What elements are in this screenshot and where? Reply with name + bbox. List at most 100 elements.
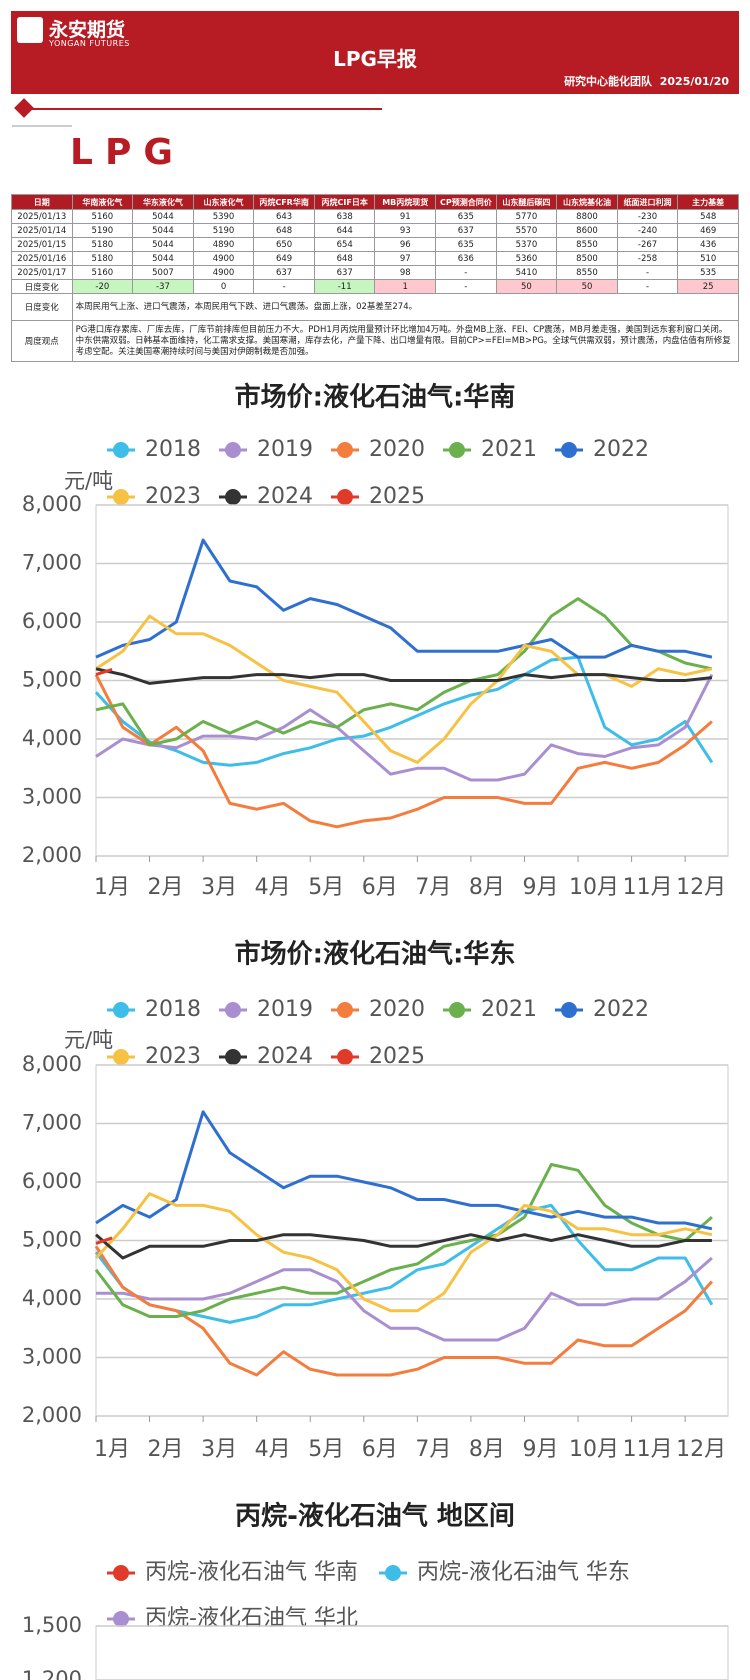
legend-label: 2021 bbox=[481, 437, 537, 462]
y-tick-label: 7,000 bbox=[22, 1111, 82, 1135]
series-line bbox=[94, 655, 714, 767]
column-header: 丙烷CIF日本 bbox=[313, 194, 376, 210]
legend-marker bbox=[113, 1002, 129, 1018]
y-tick-label: 6,000 bbox=[22, 1169, 82, 1193]
table-row: 2025/01/16 5180 5044 4900 649 648 97 636 5360 850… bbox=[11, 251, 739, 266]
series-line bbox=[95, 667, 713, 685]
y-tick-label: 4,000 bbox=[22, 1286, 82, 1310]
plot-frame bbox=[95, 1625, 729, 1680]
legend-label: 2020 bbox=[369, 997, 425, 1022]
header-banner: 永安期货 YONGAN FUTURES LPG早报 研究中心能化团队 2025/… bbox=[11, 11, 739, 94]
legend-marker bbox=[113, 1049, 129, 1065]
y-tick-label: 2,000 bbox=[22, 1403, 82, 1427]
column-header: 山东液化气 bbox=[192, 194, 255, 210]
series-line bbox=[95, 597, 713, 747]
x-tick-label: 1月 bbox=[94, 875, 130, 900]
x-tick-label: 2月 bbox=[148, 875, 184, 900]
legend-label: 2018 bbox=[145, 437, 201, 462]
change-cell: 50 bbox=[495, 279, 558, 294]
cell: 469 bbox=[677, 223, 739, 238]
deco-line bbox=[30, 108, 382, 110]
y-tick-label: 8,000 bbox=[22, 1052, 82, 1076]
y-tick-label: 5,000 bbox=[22, 1228, 82, 1252]
change-cell: -20 bbox=[71, 279, 134, 294]
x-tick-label: 5月 bbox=[308, 1437, 344, 1462]
x-tick-label: 6月 bbox=[362, 1437, 398, 1462]
legend-marker bbox=[385, 1565, 401, 1581]
legend-marker bbox=[113, 1611, 129, 1627]
column-header: 山东烷基化油 bbox=[556, 194, 618, 210]
series-line bbox=[94, 1245, 714, 1377]
date: 2025/01/20 bbox=[659, 75, 729, 88]
legend-marker bbox=[225, 442, 241, 458]
header-team: 研究中心能化团队 2025/01/20 bbox=[564, 73, 729, 89]
team: 研究中心能化团队 bbox=[564, 75, 653, 88]
x-tick-label: 11月 bbox=[623, 875, 673, 900]
series-line bbox=[94, 1203, 714, 1324]
legend-marker bbox=[337, 1049, 353, 1065]
y-tick-label: 8,000 bbox=[22, 492, 82, 516]
series-line bbox=[96, 1256, 713, 1342]
x-tick-label: 7月 bbox=[415, 1437, 451, 1462]
x-tick-label: 3月 bbox=[201, 1437, 237, 1462]
legend-label: 2022 bbox=[593, 997, 649, 1022]
x-tick-label: 10月 bbox=[569, 1437, 619, 1462]
legend-marker bbox=[113, 442, 129, 458]
logo-text: 永安期货 bbox=[49, 19, 126, 41]
legend-marker bbox=[113, 1565, 129, 1581]
series-line bbox=[95, 667, 113, 677]
x-tick-label: 4月 bbox=[255, 1437, 291, 1462]
change-cell: -11 bbox=[313, 279, 376, 294]
column-header: 丙烷CFR华南 bbox=[253, 194, 315, 210]
chart-title: 市场价:液化石油气:华东 bbox=[235, 939, 516, 970]
y-tick-label: 4,000 bbox=[22, 726, 82, 750]
header-title: LPG早报 bbox=[333, 47, 417, 71]
y-tick-label: 2,000 bbox=[22, 843, 82, 867]
chart-title: 市场价:液化石油气:华南 bbox=[235, 382, 516, 413]
x-tick-label: 12月 bbox=[676, 875, 726, 900]
y-tick-label: 6,000 bbox=[22, 609, 82, 633]
x-tick-label: 9月 bbox=[522, 1437, 558, 1462]
y-tick-label: 1,500 bbox=[22, 1613, 82, 1637]
legend-marker bbox=[225, 1049, 241, 1065]
table-row: 2025/01/17 5160 5007 4900 637 637 98-5410 8550-… bbox=[11, 265, 739, 280]
series-line bbox=[94, 673, 713, 829]
x-tick-label: 6月 bbox=[362, 875, 398, 900]
y-tick-label: 7,000 bbox=[22, 551, 82, 575]
x-tick-label: 10月 bbox=[569, 875, 619, 900]
series-line bbox=[95, 1236, 113, 1245]
header-row: 日期 华南液化气 华东液化气 山东液化气 丙烷CFR华南 丙烷CIF日本 MB丙烷现货 CP预… bbox=[11, 194, 739, 210]
table-row: 2025/01/15 5180 5044 4890 650 654 96 635 5370 855… bbox=[11, 237, 739, 252]
logo-icon bbox=[17, 17, 43, 43]
logo-en: YONGAN FUTURES bbox=[49, 39, 130, 48]
series-line bbox=[95, 1233, 712, 1260]
legend-marker bbox=[113, 489, 129, 505]
column-header: 华南液化气 bbox=[71, 194, 134, 210]
x-tick-label: 4月 bbox=[255, 875, 291, 900]
x-tick-label: 11月 bbox=[623, 1437, 673, 1462]
x-tick-label: 9月 bbox=[522, 875, 558, 900]
legend-label: 丙烷-液化石油气 华东 bbox=[417, 1560, 630, 1585]
x-tick-label: 7月 bbox=[415, 875, 451, 900]
x-tick-label: 1月 bbox=[94, 1437, 130, 1462]
x-tick-label: 12月 bbox=[676, 1437, 726, 1462]
legend-marker bbox=[449, 442, 465, 458]
chart-title: 丙烷-液化石油气 地区间 bbox=[235, 1501, 515, 1532]
legend-marker bbox=[337, 442, 353, 458]
legend-marker bbox=[337, 1002, 353, 1018]
series-line bbox=[94, 1192, 713, 1313]
x-tick-label: 2月 bbox=[148, 1437, 184, 1462]
x-tick-label: 5月 bbox=[308, 875, 344, 900]
data-table: 日期 华南液化气 华东液化气 山东液化气 丙烷CFR华南 丙烷CIF日本 MB丙烷现货 CP预… bbox=[11, 194, 740, 362]
legend-label: 丙烷-液化石油气 华南 bbox=[145, 1560, 358, 1585]
legend-label: 2020 bbox=[369, 437, 425, 462]
legend-marker bbox=[561, 442, 577, 458]
legend-label: 丙烷-液化石油气 华北 bbox=[145, 1606, 358, 1631]
column-header: 主力基差 bbox=[677, 194, 739, 210]
series-line bbox=[95, 1110, 713, 1231]
table-row: 2025/01/14 5190 5044 5190 648 644 93 637 5570 860… bbox=[11, 223, 739, 238]
series-line bbox=[94, 1163, 713, 1318]
legend-label: 2019 bbox=[257, 997, 313, 1022]
